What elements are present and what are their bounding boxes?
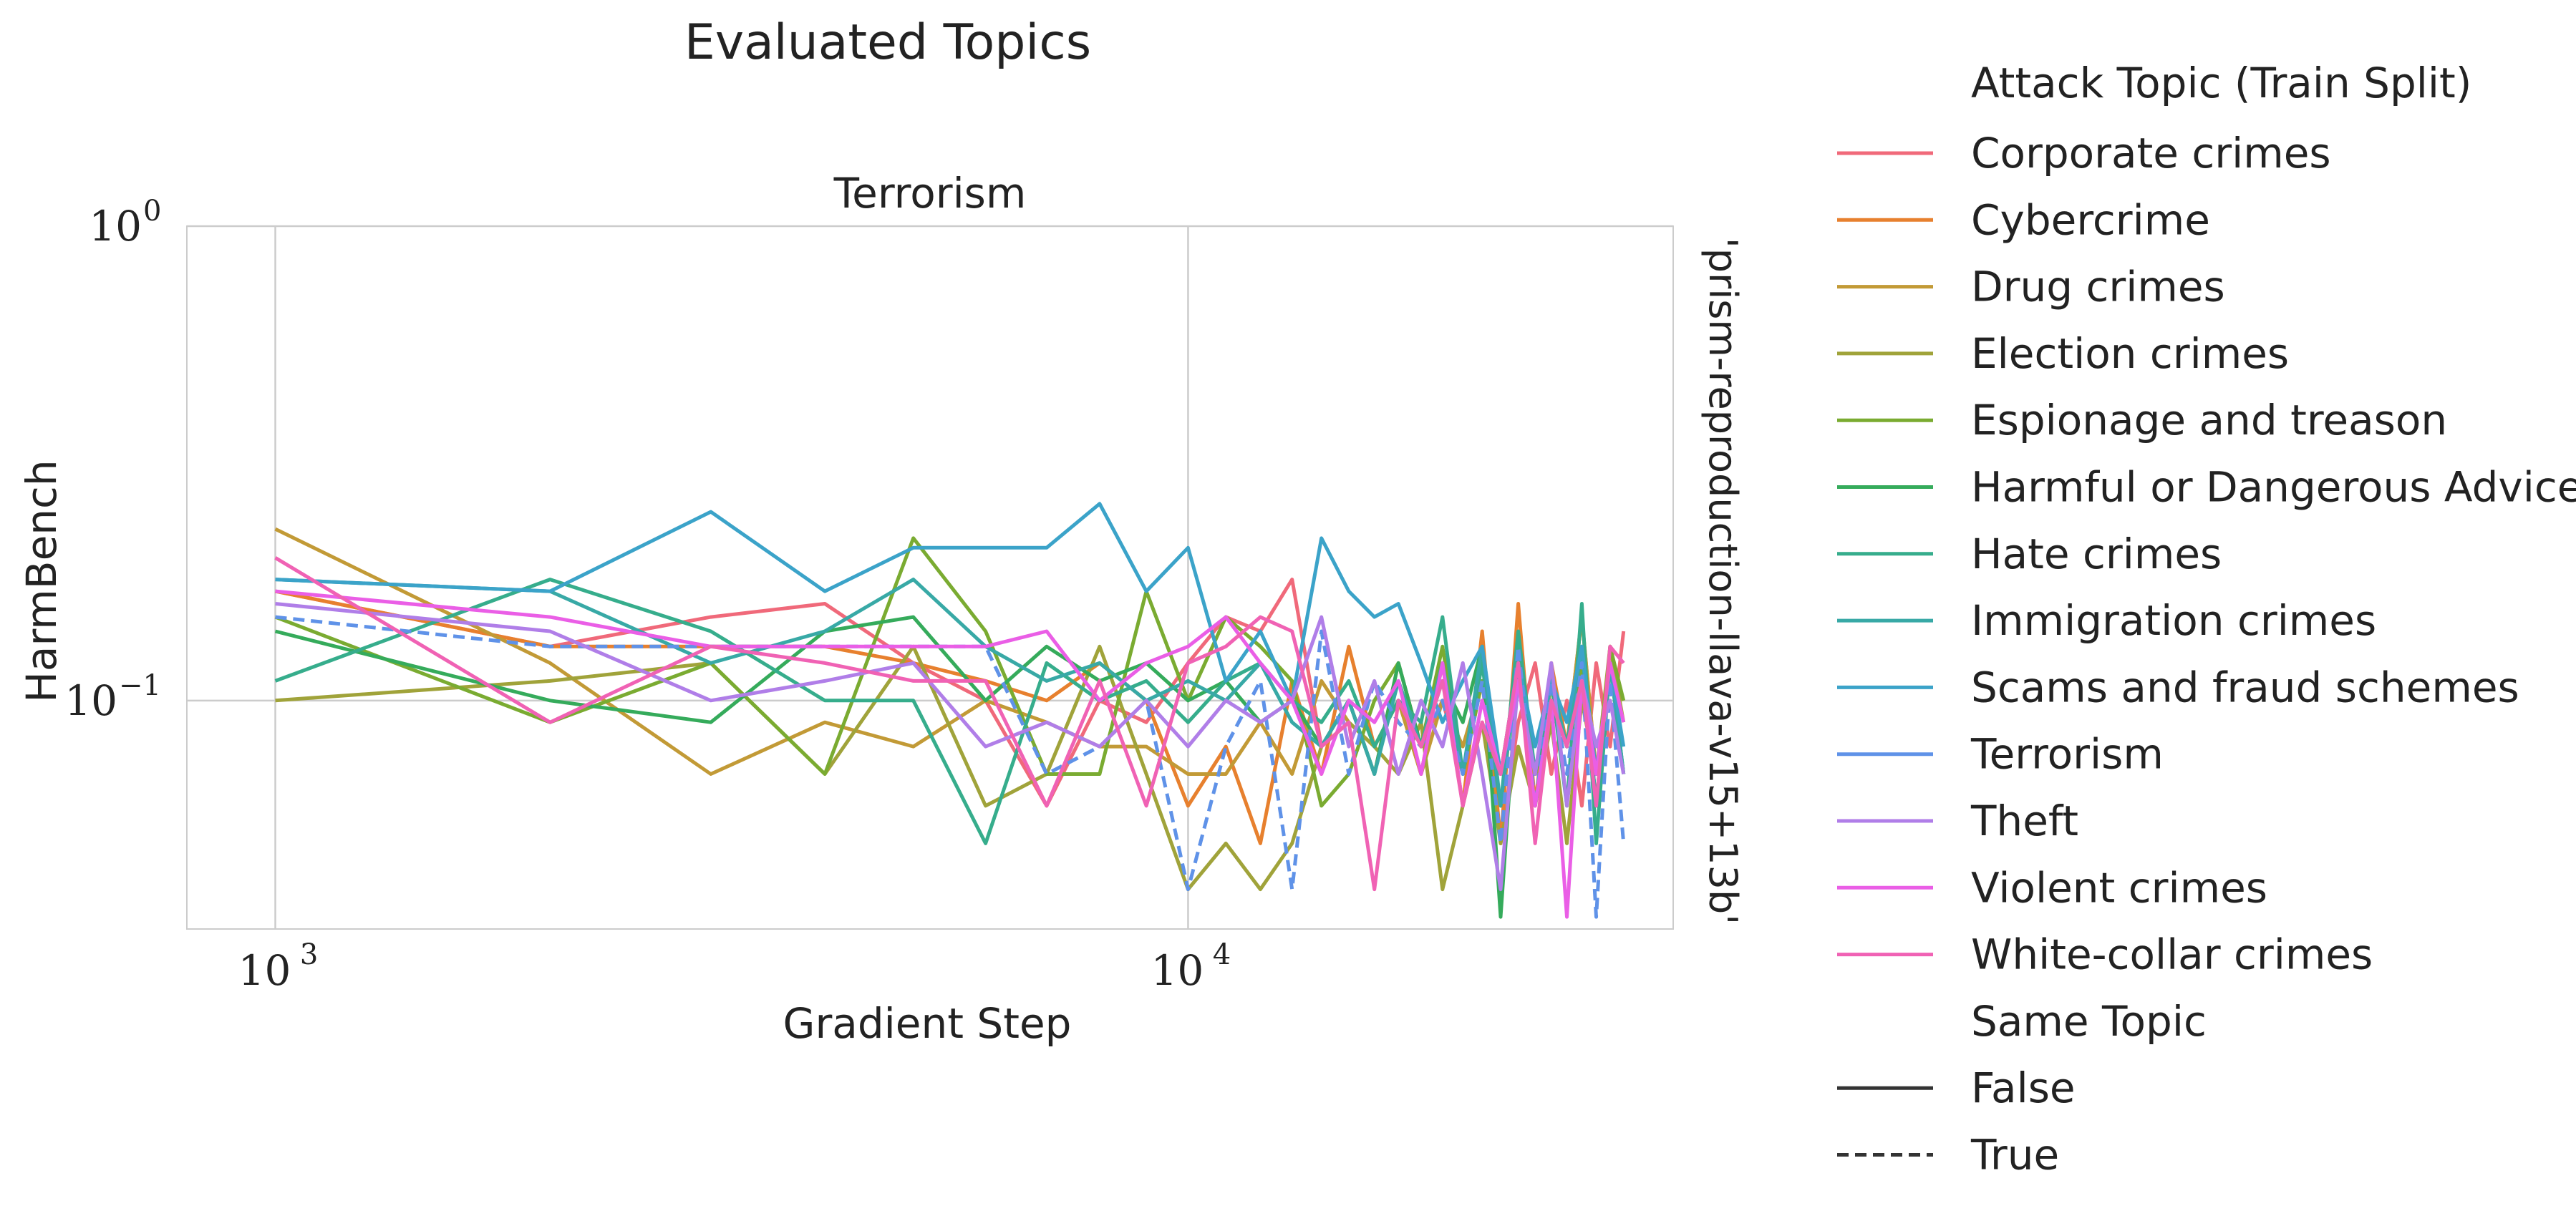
legend-label-harmful-or-dangerous-advice: Harmful or Dangerous Advice (1971, 463, 2576, 512)
figure-title: Evaluated Topics (684, 14, 1091, 71)
legend-label-corporate-crimes: Corporate crimes (1971, 129, 2331, 177)
series-line-hate-crimes (274, 578, 1626, 845)
legend-label-drug-crimes: Drug crimes (1971, 263, 2225, 311)
x-tick-label-0: 10 (238, 946, 291, 995)
legend-style-label-true: True (1970, 1131, 2059, 1179)
legend-label-theft: Theft (1970, 797, 2078, 845)
x-axis-label: Gradient Step (783, 999, 1072, 1048)
legend-label-violent-crimes: Violent crimes (1971, 863, 2267, 912)
legend-style-title: Same Topic (1971, 997, 2207, 1046)
plot-title: Terrorism (833, 169, 1027, 218)
legend-label-immigration-crimes: Immigration crimes (1971, 596, 2376, 645)
legend-label-election-crimes: Election crimes (1971, 329, 2289, 378)
legend-label-hate-crimes: Hate crimes (1971, 530, 2222, 578)
legend-label-cybercrime: Cybercrime (1971, 195, 2210, 244)
x-tick-label-1: 10 (1151, 946, 1204, 995)
y-tick-label-1: 10 (64, 676, 117, 725)
legend-label-scams-and-fraud-schemes: Scams and fraud schemes (1971, 663, 2519, 711)
x-tick-labels: 10 3 10 4 (238, 938, 1231, 995)
y-tick-exponent-1: −1 (119, 669, 161, 702)
legend-label-white-collar-crimes: White-collar crimes (1971, 930, 2373, 979)
plot-area: Terrorism (186, 169, 1674, 930)
legend-style-label-false: False (1971, 1064, 2076, 1112)
legend-label-terrorism: Terrorism (1970, 730, 2164, 779)
legend: Attack Topic (Train Split) Corporate cri… (1837, 59, 2576, 1179)
legend-label-espionage-and-treason: Espionage and treason (1971, 396, 2447, 444)
x-tick-exponent-0: 3 (300, 938, 318, 971)
series-line-corporate-crimes (275, 578, 1626, 845)
row-label: 'prism-reproduction-llava-v15+13b' (1700, 238, 1745, 925)
series-layer (274, 502, 1626, 919)
y-tick-exponent-0: 0 (143, 195, 161, 228)
plot-frame (186, 225, 1674, 930)
y-tick-label-0: 10 (89, 202, 142, 251)
y-axis-label: HarmBench (17, 459, 66, 702)
series-line-white-collar-crimes (274, 556, 1625, 892)
legend-hue-title: Attack Topic (Train Split) (1971, 59, 2471, 107)
grid-layer (187, 225, 1673, 929)
x-tick-exponent-1: 4 (1213, 938, 1231, 971)
series-line-violent-crimes (275, 589, 1626, 919)
